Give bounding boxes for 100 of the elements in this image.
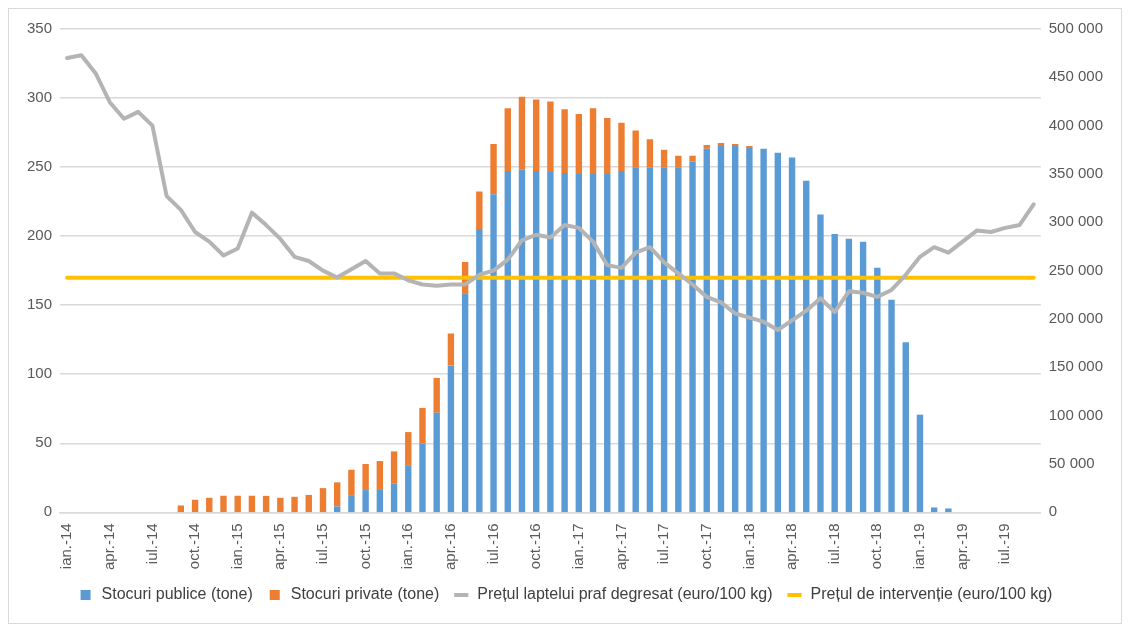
bar — [774, 152, 782, 513]
bar — [604, 173, 611, 513]
bar — [376, 461, 384, 490]
bar — [717, 145, 725, 513]
bar — [675, 167, 682, 513]
bar — [845, 238, 853, 513]
bar — [419, 443, 426, 513]
bar — [859, 241, 867, 513]
y2-tick-label: 500 000 — [1048, 19, 1104, 37]
bar — [831, 233, 838, 513]
bar — [589, 108, 597, 174]
bar — [191, 499, 199, 513]
bar — [632, 130, 639, 168]
x-tick-label: ian.-14 — [57, 523, 75, 570]
bar — [305, 494, 312, 513]
bar — [262, 495, 270, 513]
bar — [604, 117, 611, 174]
legend-label: Stocuri private (tone) — [290, 585, 440, 603]
bar — [220, 495, 227, 513]
bar — [334, 482, 341, 507]
y-tick-label: 350 — [27, 19, 53, 37]
bar — [277, 497, 284, 513]
bar — [945, 508, 952, 513]
bar — [376, 489, 384, 513]
bar — [575, 114, 583, 174]
bar — [476, 191, 483, 230]
bar — [618, 171, 625, 513]
y2-tick-label: 150 000 — [1048, 357, 1104, 375]
y2-tick-label: 100 000 — [1048, 405, 1104, 423]
bar — [561, 173, 568, 513]
bar — [447, 333, 455, 366]
y2-tick-label: 350 000 — [1048, 164, 1104, 182]
bar — [575, 173, 583, 513]
bar — [532, 99, 540, 172]
bar — [760, 148, 767, 513]
bar — [504, 171, 511, 513]
x-tick-label: ian.-17 — [568, 523, 586, 570]
legend-label: Prețul de intervenție (euro/100 kg) — [810, 585, 1053, 603]
bar — [248, 495, 256, 513]
bar — [547, 172, 554, 513]
y-tick-label: 250 — [27, 157, 53, 175]
x-tick-label: ian.-15 — [227, 523, 245, 570]
bar — [362, 463, 369, 491]
x-tick-label: oct.-17 — [696, 523, 714, 570]
y2-tick-label: 50 000 — [1048, 454, 1095, 472]
bar — [717, 143, 725, 146]
y2-tick-label: 250 000 — [1048, 260, 1104, 278]
bar — [646, 167, 654, 513]
bar — [689, 155, 696, 162]
bar — [888, 299, 895, 513]
bar — [447, 365, 455, 513]
x-tick-label: apr.-16 — [441, 523, 459, 570]
bar — [618, 122, 625, 172]
bar — [632, 167, 639, 513]
x-tick-label: apr.-15 — [270, 523, 288, 570]
bar — [532, 171, 540, 513]
y-tick-label: 50 — [35, 433, 53, 451]
y-tick-label: 200 — [27, 226, 53, 244]
bar — [561, 109, 568, 174]
bar — [348, 495, 355, 513]
bar — [788, 157, 796, 513]
bar — [874, 267, 881, 513]
bar — [518, 96, 526, 170]
x-tick-label: apr.-14 — [99, 523, 117, 570]
y2-tick-label: 400 000 — [1048, 115, 1104, 133]
bar — [348, 469, 355, 496]
bar — [731, 145, 739, 513]
bar — [362, 490, 369, 513]
bar — [689, 161, 696, 513]
bar — [504, 108, 511, 172]
legend-label: Stocuri publice (tone) — [101, 585, 253, 603]
x-tick-label: iul.-19 — [995, 523, 1013, 565]
x-tick-label: ian.-19 — [910, 523, 928, 570]
bar — [419, 407, 426, 444]
bar — [234, 495, 241, 513]
bar — [291, 496, 298, 513]
x-tick-label: ian.-18 — [739, 523, 757, 570]
bar — [490, 194, 497, 513]
bar — [660, 167, 668, 513]
legend-label: Prețul laptelui praf degresat (euro/100 kg) — [477, 585, 773, 603]
y-tick-label: 0 — [43, 502, 53, 520]
y2-tick-label: 0 — [1048, 502, 1058, 520]
bar — [902, 342, 909, 513]
bar — [646, 139, 654, 168]
bar — [518, 169, 526, 513]
bar — [390, 483, 398, 513]
bar — [319, 488, 327, 513]
y-tick-label: 150 — [27, 295, 53, 313]
y-tick-label: 300 — [27, 88, 53, 106]
x-tick-label: oct.-15 — [355, 523, 373, 570]
x-tick-label: apr.-17 — [611, 523, 629, 570]
bar — [916, 414, 924, 513]
bar — [476, 229, 483, 513]
bar — [703, 144, 710, 149]
bar — [660, 149, 668, 168]
x-tick-label: iul.-16 — [483, 523, 501, 565]
x-tick-label: oct.-14 — [185, 523, 203, 570]
bar — [206, 497, 213, 513]
x-tick-label: ian.-16 — [398, 523, 416, 570]
bar — [490, 144, 497, 195]
